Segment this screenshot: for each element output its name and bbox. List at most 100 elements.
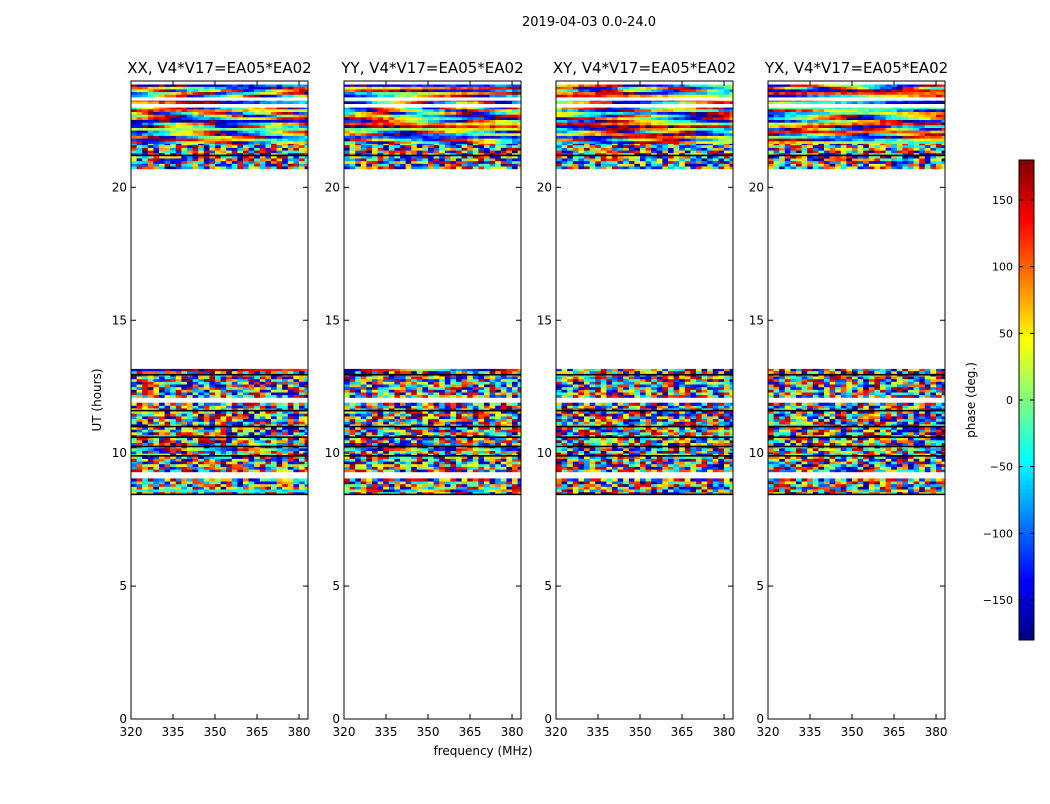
heatmap-cell bbox=[383, 448, 389, 451]
heatmap-cell bbox=[232, 413, 238, 416]
heatmap-cell bbox=[372, 158, 378, 161]
heatmap-cell bbox=[243, 94, 249, 97]
heatmap-cell bbox=[198, 489, 204, 492]
heatmap-cell bbox=[176, 413, 182, 416]
heatmap-cell bbox=[277, 421, 283, 424]
heatmap-cell bbox=[350, 489, 356, 492]
heatmap-cell bbox=[501, 85, 507, 87]
heatmap-cell bbox=[361, 478, 367, 481]
heatmap-cell bbox=[422, 448, 428, 451]
heatmap-cell bbox=[137, 403, 143, 406]
heatmap-cell bbox=[378, 478, 384, 481]
heatmap-cell bbox=[422, 136, 428, 139]
y-tick-label: 5 bbox=[119, 579, 127, 593]
heatmap-cell bbox=[209, 489, 215, 492]
heatmap-cell bbox=[254, 467, 260, 470]
heatmap-cell bbox=[366, 122, 372, 125]
heatmap-cell bbox=[417, 416, 423, 419]
heatmap-cell bbox=[282, 389, 288, 392]
heatmap-cell bbox=[142, 112, 148, 115]
heatmap-cell bbox=[142, 109, 148, 112]
heatmap-cell bbox=[394, 101, 400, 102]
heatmap-cell bbox=[417, 163, 423, 166]
heatmap-cell bbox=[181, 136, 187, 139]
heatmap-cell bbox=[293, 395, 299, 398]
heatmap-cell bbox=[422, 117, 428, 120]
heatmap-cell bbox=[215, 440, 221, 443]
heatmap-cell bbox=[646, 481, 652, 484]
heatmap-cell bbox=[131, 478, 137, 481]
heatmap-cell bbox=[159, 416, 165, 419]
heatmap-cell bbox=[215, 467, 221, 470]
heatmap-cell bbox=[467, 478, 473, 481]
heatmap-cell bbox=[439, 125, 445, 128]
heatmap-cell bbox=[456, 467, 462, 470]
heatmap-cell bbox=[165, 416, 171, 419]
heatmap-cell bbox=[445, 130, 451, 133]
heatmap-cell bbox=[159, 464, 165, 467]
heatmap-cell bbox=[394, 163, 400, 166]
heatmap-cell bbox=[282, 448, 288, 451]
heatmap-cell bbox=[473, 89, 479, 92]
heatmap-cell bbox=[406, 478, 412, 481]
heatmap-cell bbox=[221, 101, 227, 102]
heatmap-cell bbox=[434, 125, 440, 128]
heatmap-cell bbox=[372, 376, 378, 379]
heatmap-cell bbox=[254, 432, 260, 435]
flag-line bbox=[131, 426, 308, 428]
heatmap-cell bbox=[226, 163, 232, 166]
heatmap-cell bbox=[148, 384, 154, 387]
heatmap-cell bbox=[411, 464, 417, 467]
heatmap-cell bbox=[456, 464, 462, 467]
heatmap-cell bbox=[293, 389, 299, 392]
heatmap-cell bbox=[176, 94, 182, 97]
heatmap-cell bbox=[260, 109, 266, 112]
heatmap-cell bbox=[254, 448, 260, 451]
heatmap-cell bbox=[131, 395, 137, 398]
heatmap-cell bbox=[350, 464, 356, 467]
heatmap-cell bbox=[490, 136, 496, 139]
heatmap-cell bbox=[165, 108, 171, 110]
heatmap-cell bbox=[271, 145, 277, 148]
heatmap-cell bbox=[512, 371, 518, 374]
heatmap-cell bbox=[618, 481, 624, 484]
heatmap-cell bbox=[204, 122, 210, 125]
heatmap-cell bbox=[249, 145, 255, 148]
heatmap-cell bbox=[473, 389, 479, 392]
heatmap-cell bbox=[254, 130, 260, 133]
heatmap-cell bbox=[484, 108, 490, 110]
heatmap-cell bbox=[271, 85, 277, 87]
heatmap-cell bbox=[355, 440, 361, 443]
heatmap-cell bbox=[159, 448, 165, 451]
heatmap-cell bbox=[232, 158, 238, 161]
flag-line bbox=[131, 455, 308, 457]
heatmap-cell bbox=[372, 413, 378, 416]
heatmap-cell bbox=[131, 109, 137, 112]
heatmap-cell bbox=[473, 481, 479, 484]
heatmap-cell bbox=[271, 416, 277, 419]
heatmap-cell bbox=[406, 369, 412, 371]
heatmap-cell bbox=[467, 94, 473, 97]
heatmap-cell bbox=[350, 421, 356, 424]
heatmap-cell bbox=[153, 371, 159, 374]
heatmap-cell bbox=[215, 89, 221, 92]
heatmap-cell bbox=[237, 109, 243, 112]
heatmap-cell bbox=[372, 125, 378, 128]
heatmap-cell bbox=[254, 459, 260, 462]
heatmap-cell bbox=[406, 371, 412, 374]
heatmap-cell bbox=[478, 381, 484, 384]
heatmap-cell bbox=[478, 486, 484, 489]
heatmap-cell bbox=[232, 489, 238, 492]
heatmap-cell bbox=[361, 448, 367, 451]
heatmap-cell bbox=[439, 112, 445, 115]
heatmap-cell bbox=[142, 481, 148, 484]
heatmap-cell bbox=[383, 481, 389, 484]
heatmap-cell bbox=[411, 395, 417, 398]
heatmap-cell bbox=[232, 421, 238, 424]
heatmap-cell bbox=[445, 432, 451, 435]
heatmap-cell bbox=[193, 125, 199, 128]
heatmap-cell bbox=[450, 440, 456, 443]
heatmap-cell bbox=[204, 136, 210, 139]
heatmap-cell bbox=[165, 371, 171, 374]
